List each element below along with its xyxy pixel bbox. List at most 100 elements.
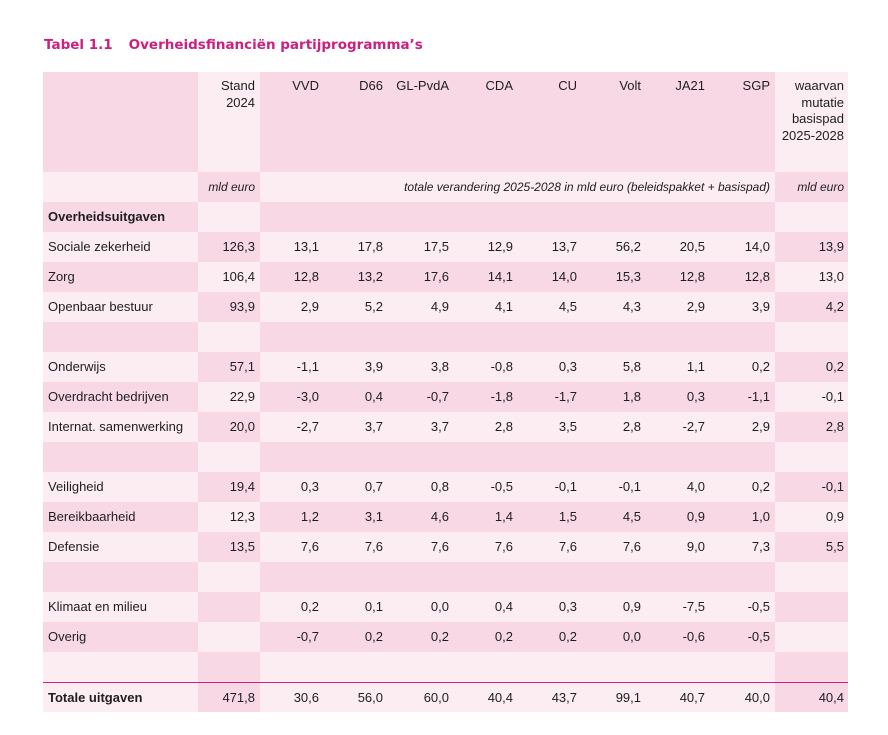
cell-mutation: 40,4 <box>818 690 844 705</box>
row-bg-segment <box>198 202 260 232</box>
cell-volt: 4,5 <box>622 509 641 524</box>
row-bg-segment <box>775 472 848 502</box>
cell-ja21: 1,1 <box>686 359 705 374</box>
row-bg-segment <box>198 562 260 592</box>
row-bg-segment <box>43 622 198 652</box>
cell-volt: 15,3 <box>615 269 641 284</box>
cell-stand: 126,3 <box>222 239 255 254</box>
row-bg-segment <box>260 292 775 322</box>
cell-vvd: 12,8 <box>293 269 319 284</box>
cell-vvd: 13,1 <box>293 239 319 254</box>
row-bg-segment <box>198 592 260 622</box>
row-bg-segment <box>198 382 260 412</box>
cell-cda <box>449 322 513 352</box>
row-bg-segment <box>43 322 198 352</box>
cell-cu: -1,7 <box>554 389 577 404</box>
row-bg-segment <box>775 442 848 472</box>
row-bg-segment <box>198 352 260 382</box>
cell-cda: 40,4 <box>487 690 513 705</box>
row-bg-segment <box>43 652 198 682</box>
cell-volt: 0,0 <box>622 629 641 644</box>
cell-d66: 3,9 <box>364 359 383 374</box>
cell-sgp <box>705 562 770 592</box>
row-bg-segment <box>775 322 848 352</box>
cell-stand <box>193 202 255 232</box>
cell-mutation <box>775 322 844 352</box>
cell-sgp: 0,2 <box>751 359 770 374</box>
row-bg-segment <box>775 262 848 292</box>
cell-ja21: 0,3 <box>686 389 705 404</box>
row-label: Overdracht bedrijven <box>48 389 169 404</box>
col-header-ja21: JA21 <box>675 78 705 93</box>
cell-cda: -0,8 <box>490 359 513 374</box>
row-bg-segment <box>260 232 775 262</box>
cell-d66 <box>319 322 383 352</box>
cell-ja21 <box>641 442 705 472</box>
table-row <box>43 322 848 352</box>
row-bg-segment <box>775 683 848 712</box>
table-row <box>43 652 848 682</box>
row-bg-segment <box>775 352 848 382</box>
budget-table: Stand 2024 VVD D66 GL-PvdA CDA CU Volt J… <box>43 72 848 712</box>
row-bg-segment <box>198 532 260 562</box>
cell-stand: 106,4 <box>222 269 255 284</box>
row-bg-segment <box>198 683 260 712</box>
row-bg-segment <box>198 232 260 262</box>
row-bg-segment <box>43 232 198 262</box>
row-label: Overig <box>48 629 87 644</box>
cell-vvd <box>261 322 319 352</box>
col-header-d66: D66 <box>359 78 383 93</box>
row-bg-segment <box>43 262 198 292</box>
row-bg-segment <box>260 262 775 292</box>
cell-cu <box>513 442 577 472</box>
row-bg-segment <box>198 292 260 322</box>
cell-glpvda <box>383 562 449 592</box>
cell-mutation: 5,5 <box>825 539 844 554</box>
cell-sgp: -0,5 <box>747 599 770 614</box>
row-label: Bereikbaarheid <box>48 509 136 524</box>
cell-ja21: -7,5 <box>682 599 705 614</box>
cell-cu <box>513 322 577 352</box>
cell-mutation <box>775 202 844 232</box>
cell-stand <box>193 622 255 652</box>
cell-stand <box>193 322 255 352</box>
cell-sgp <box>705 322 770 352</box>
row-bg-segment <box>775 412 848 442</box>
cell-ja21: 0,9 <box>686 509 705 524</box>
cell-cda: 7,6 <box>494 539 513 554</box>
row-label: Sociale zekerheid <box>48 239 151 254</box>
cell-vvd: -2,7 <box>296 419 319 434</box>
row-bg-segment <box>775 532 848 562</box>
cell-stand: 93,9 <box>229 299 255 314</box>
row-label: Onderwijs <box>48 359 106 374</box>
cell-sgp <box>705 202 770 232</box>
cell-d66: 17,8 <box>357 239 383 254</box>
cell-glpvda <box>383 652 449 682</box>
row-bg-segment <box>775 562 848 592</box>
total-row: Totale uitgaven 471,8 30,6 56,0 60,0 40,4 43,7… <box>43 682 848 712</box>
cell-vvd: 7,6 <box>300 539 319 554</box>
cell-cu: 13,7 <box>551 239 577 254</box>
cell-d66 <box>319 652 383 682</box>
cell-glpvda: 4,9 <box>430 299 449 314</box>
cell-ja21: 9,0 <box>686 539 705 554</box>
cell-volt: 0,9 <box>622 599 641 614</box>
cell-volt: 1,8 <box>622 389 641 404</box>
cell-glpvda: 3,7 <box>430 419 449 434</box>
row-bg-segment <box>775 652 848 682</box>
header-bg-label <box>43 72 198 172</box>
cell-sgp: -0,5 <box>747 629 770 644</box>
cell-cda: 4,1 <box>494 299 513 314</box>
cell-cda: 1,4 <box>494 509 513 524</box>
cell-cda <box>449 652 513 682</box>
cell-stand <box>193 562 255 592</box>
cell-glpvda: 17,5 <box>423 239 449 254</box>
cell-ja21: 2,9 <box>686 299 705 314</box>
row-label: Defensie <box>48 539 100 554</box>
row-bg-segment <box>775 232 848 262</box>
cell-cu: 0,2 <box>558 629 577 644</box>
cell-glpvda: 17,6 <box>423 269 449 284</box>
row-bg-segment <box>775 202 848 232</box>
cell-cu: 4,5 <box>558 299 577 314</box>
cell-ja21 <box>641 562 705 592</box>
